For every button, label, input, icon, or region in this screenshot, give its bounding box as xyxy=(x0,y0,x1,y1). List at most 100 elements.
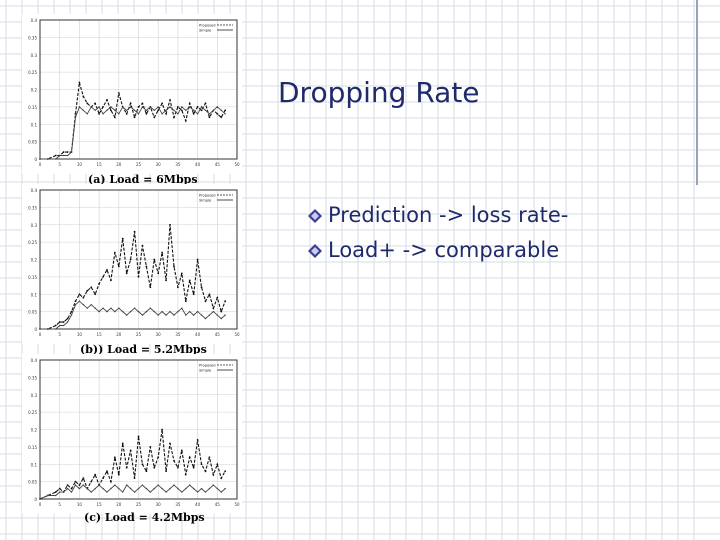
data-point-simple xyxy=(55,328,57,330)
data-point-simple xyxy=(86,307,88,309)
data-point-proposed xyxy=(78,484,81,486)
x-tick-label: 35 xyxy=(175,162,181,167)
x-tick-label: 40 xyxy=(195,332,201,337)
y-tick-label: 0.1 xyxy=(31,122,38,127)
data-point-proposed xyxy=(196,439,199,441)
x-tick-label: 25 xyxy=(136,502,142,507)
y-tick-label: 0.2 xyxy=(31,88,38,93)
data-point-simple xyxy=(208,487,211,490)
data-point-simple xyxy=(185,314,187,316)
y-tick-label: 0.35 xyxy=(28,375,37,380)
data-point-simple xyxy=(153,310,155,313)
data-point-simple xyxy=(70,314,73,316)
data-point-proposed xyxy=(212,307,215,310)
y-tick-label: 0.3 xyxy=(31,53,38,58)
data-point-simple xyxy=(70,491,73,493)
data-point-simple xyxy=(157,106,159,108)
data-point-proposed xyxy=(149,445,152,448)
data-point-proposed xyxy=(98,282,100,285)
data-point-simple xyxy=(145,487,148,490)
data-point-proposed xyxy=(102,105,104,108)
data-point-proposed xyxy=(74,112,77,115)
y-tick-label: 0.4 xyxy=(31,358,38,363)
y-tick-label: 0.25 xyxy=(28,70,37,75)
data-point-proposed xyxy=(224,109,227,112)
data-point-proposed xyxy=(137,435,140,438)
data-point-simple xyxy=(165,314,167,316)
y-tick-label: 0.15 xyxy=(28,275,37,280)
x-tick-label: 30 xyxy=(156,502,162,507)
data-point-simple xyxy=(70,151,73,153)
data-point-proposed xyxy=(74,480,77,483)
data-point-simple xyxy=(161,113,163,115)
data-point-simple xyxy=(165,491,167,493)
data-point-proposed xyxy=(129,449,132,452)
chart-panel-a: 0 0.05 0.1 0.15 0.2 0.25 0.3 0.35 0.4 0 5 10 15 20 25 3… xyxy=(22,14,242,186)
data-point-simple xyxy=(149,491,152,493)
data-point-simple xyxy=(86,487,88,490)
data-point-simple xyxy=(62,491,65,493)
data-point-simple xyxy=(161,310,163,313)
data-point-simple xyxy=(149,307,152,309)
data-point-proposed xyxy=(78,293,81,296)
data-point-simple xyxy=(169,310,171,313)
data-point-simple xyxy=(125,484,128,486)
data-point-proposed xyxy=(169,223,171,226)
data-point-simple xyxy=(169,106,171,108)
data-point-simple xyxy=(216,106,218,108)
data-point-proposed xyxy=(106,99,108,101)
data-point-simple xyxy=(196,491,199,493)
data-point-simple xyxy=(224,314,226,316)
data-point-simple xyxy=(189,484,191,486)
x-tick-label: 20 xyxy=(116,502,122,507)
data-point-simple xyxy=(118,307,120,309)
series-line-simple xyxy=(40,300,226,330)
data-point-simple xyxy=(66,487,69,490)
y-tick-label: 0.3 xyxy=(31,393,38,398)
data-point-proposed xyxy=(125,112,128,115)
data-point-simple xyxy=(102,487,104,490)
data-point-simple xyxy=(200,314,203,316)
x-tick-label: 0 xyxy=(39,162,42,167)
data-point-proposed xyxy=(208,116,211,119)
data-point-proposed xyxy=(62,151,65,153)
data-point-proposed xyxy=(169,442,171,445)
data-point-proposed xyxy=(94,473,97,476)
bullet-item: Load+ -> comparable xyxy=(308,233,568,268)
chart-panel-b: 0 0.05 0.1 0.15 0.2 0.25 0.3 0.35 0.4 0 5 10 15 20 25 3… xyxy=(22,184,242,356)
data-point-simple xyxy=(114,109,116,112)
x-tick-label: 40 xyxy=(195,502,201,507)
data-point-proposed xyxy=(188,102,191,105)
plot-background xyxy=(22,14,242,174)
slide-title: Dropping Rate xyxy=(278,76,480,109)
chart-panel-c: 0 0.05 0.1 0.15 0.2 0.25 0.3 0.35 0.4 0 5 10 15 20 25 3… xyxy=(22,354,242,526)
data-point-proposed xyxy=(133,230,136,233)
data-point-simple xyxy=(196,310,199,313)
x-tick-label: 30 xyxy=(156,332,162,337)
data-point-simple xyxy=(59,491,61,493)
plot-background xyxy=(22,354,242,514)
data-point-proposed xyxy=(70,487,73,490)
data-point-simple xyxy=(133,307,136,309)
data-point-simple xyxy=(204,317,207,320)
chart-caption: (b)) Load = 5.2Mbps xyxy=(80,343,207,356)
data-point-proposed xyxy=(66,484,69,486)
data-point-simple xyxy=(153,487,155,490)
data-point-proposed xyxy=(188,279,191,282)
data-point-proposed xyxy=(90,286,93,289)
y-tick-label: 0.15 xyxy=(28,445,37,450)
data-point-simple xyxy=(94,307,96,309)
data-point-proposed xyxy=(157,109,160,112)
chart-b: 0 0.05 0.1 0.15 0.2 0.25 0.3 0.35 0.4 0 5 10 15 20 25 3… xyxy=(22,184,242,344)
data-point-simple xyxy=(110,307,112,309)
data-point-proposed xyxy=(200,463,203,466)
y-tick-label: 0.15 xyxy=(28,105,37,110)
data-point-proposed xyxy=(192,466,195,469)
data-point-simple xyxy=(212,310,215,313)
data-point-proposed xyxy=(94,293,97,296)
data-point-simple xyxy=(145,310,148,313)
series-line-proposed xyxy=(39,429,226,500)
x-tick-label: 45 xyxy=(215,502,221,507)
data-point-simple xyxy=(55,158,57,160)
data-point-simple xyxy=(39,498,41,500)
